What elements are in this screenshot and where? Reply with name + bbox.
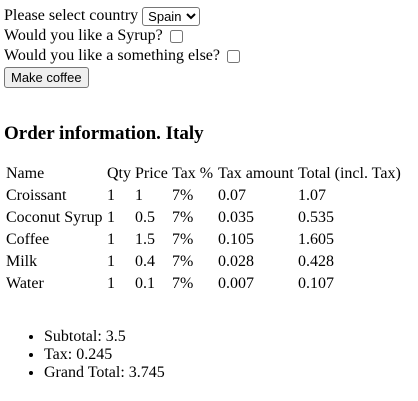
cell-name: Coconut Syrup <box>6 209 103 226</box>
order-table-header: Name Qty Price Tax % Tax amount Total (i… <box>6 164 401 184</box>
cell-qty: 1 <box>107 253 115 270</box>
cell-qty: 1 <box>107 209 115 226</box>
cell-tax-amount: 0.028 <box>218 253 254 270</box>
order-table: Name Qty Price Tax % Tax amount Total (i… <box>4 162 403 296</box>
cell-tax-percent: 7% <box>172 187 194 204</box>
cell-total: 0.107 <box>298 275 334 292</box>
table-row: Water 1 0.1 7% 0.007 0.107 <box>6 274 401 294</box>
country-select[interactable]: Spain <box>142 6 201 26</box>
syrup-checkbox[interactable] <box>169 29 183 43</box>
syrup-label: Would you like a Syrup? <box>4 27 163 44</box>
cell-price: 1.5 <box>135 231 155 248</box>
table-row: Croissant 1 1 7% 0.07 1.07 <box>6 186 401 206</box>
cell-tax-percent: 7% <box>172 231 194 248</box>
something-else-checkbox[interactable] <box>227 49 240 63</box>
cell-qty: 1 <box>107 187 115 204</box>
cell-name: Milk <box>6 253 38 270</box>
syrup-row: Would you like a Syrup? <box>4 26 414 46</box>
table-row: Milk 1 0.4 7% 0.028 0.428 <box>6 252 401 272</box>
country-row: Please select country Spain <box>4 6 414 26</box>
table-row: Coconut Syrup 1 0.5 7% 0.035 0.535 <box>6 208 401 228</box>
order-heading: Order information. Italy <box>4 123 204 144</box>
column-header-name: Name <box>6 165 45 182</box>
cell-total: 1.605 <box>298 231 334 248</box>
subtotal-item: Subtotal: 3.5 <box>44 328 414 346</box>
cell-total: 0.428 <box>298 253 334 270</box>
table-row: Coffee 1 1.5 7% 0.105 1.605 <box>6 230 401 250</box>
cell-name: Croissant <box>6 187 67 204</box>
something-else-label: Would you like a something else? <box>4 47 220 64</box>
country-label: Please select country <box>4 7 139 24</box>
make-coffee-button[interactable]: Make coffee <box>4 66 89 88</box>
make-coffee-row: Make coffee <box>4 66 414 88</box>
column-header-total: Total (incl. Tax) <box>298 165 401 182</box>
cell-tax-amount: 0.105 <box>218 231 254 248</box>
cell-name: Water <box>6 275 44 292</box>
cell-qty: 1 <box>107 275 115 292</box>
cell-price: 0.5 <box>135 209 155 226</box>
order-summary: Subtotal: 3.5 Tax: 0.245 Grand Total: 3.… <box>4 328 414 382</box>
tax-item: Tax: 0.245 <box>44 346 414 364</box>
cell-total: 1.07 <box>298 187 326 204</box>
cell-name: Coffee <box>6 231 50 248</box>
grand-total-item: Grand Total: 3.745 <box>44 364 414 382</box>
column-header-qty: Qty <box>107 165 131 182</box>
cell-tax-percent: 7% <box>172 209 194 226</box>
column-header-price: Price <box>135 165 168 182</box>
page: Please select country Spain Would you li… <box>0 0 418 382</box>
cell-price: 0.4 <box>135 253 155 270</box>
cell-tax-percent: 7% <box>172 275 194 292</box>
cell-total: 0.535 <box>298 209 334 226</box>
cell-tax-percent: 7% <box>172 253 194 270</box>
cell-price: 0.1 <box>135 275 155 292</box>
cell-tax-amount: 0.035 <box>218 209 254 226</box>
column-header-tax-percent: Tax % <box>172 165 214 182</box>
cell-price: 1 <box>135 187 143 204</box>
cell-tax-amount: 0.07 <box>218 187 246 204</box>
column-header-tax-amount: Tax amount <box>218 165 294 182</box>
cell-tax-amount: 0.007 <box>218 275 254 292</box>
cell-qty: 1 <box>107 231 115 248</box>
something-else-row: Would you like a something else? <box>4 46 414 66</box>
